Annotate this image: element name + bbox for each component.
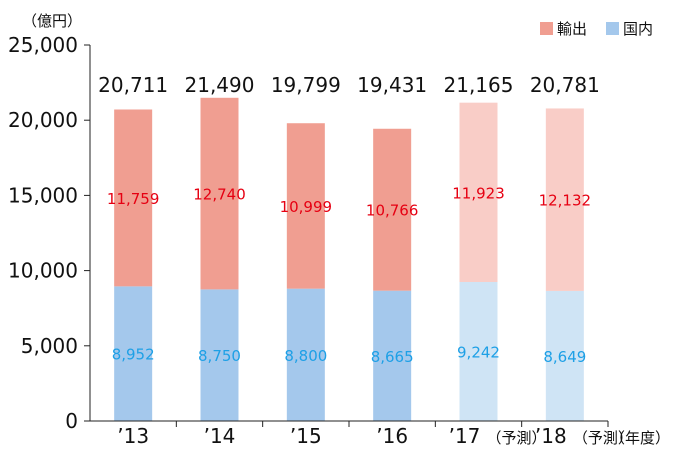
y-axis-unit: （億円） bbox=[22, 12, 82, 30]
y-tick-label: 25,000 bbox=[8, 33, 78, 57]
data-label-domestic: 9,242 bbox=[457, 344, 500, 362]
x-tick-label: ’16 bbox=[376, 424, 408, 448]
bar-export bbox=[373, 128, 412, 291]
legend-swatch-domestic bbox=[606, 22, 619, 35]
data-label-total: 20,711 bbox=[98, 73, 168, 97]
data-label-total: 21,490 bbox=[185, 73, 255, 97]
bar-domestic bbox=[373, 290, 412, 421]
legend-label-export: 輸出 bbox=[557, 20, 587, 38]
data-label-total: 21,165 bbox=[444, 73, 514, 97]
bar-labels: 8,952 11,759 20,711 8,750 12,740 21,490 8,800 1… bbox=[98, 73, 600, 366]
data-label-domestic: 8,800 bbox=[284, 347, 327, 365]
data-label-export: 10,999 bbox=[280, 198, 333, 216]
data-label-domestic: 8,665 bbox=[371, 348, 414, 366]
bar-domestic bbox=[114, 286, 153, 421]
x-tick-label: ’15 bbox=[290, 424, 322, 448]
x-axis-ticks: ’13’14’15’16’17 （予測）’18 （予測） bbox=[117, 421, 633, 448]
bar-export bbox=[200, 97, 239, 290]
x-tick-label: ’17 bbox=[449, 424, 481, 448]
y-tick-label: 10,000 bbox=[8, 259, 78, 283]
data-label-export: 10,766 bbox=[366, 202, 419, 220]
bar-export bbox=[114, 109, 153, 287]
y-axis-ticks: 0 5,000 10,000 15,000 20,000 25,000 bbox=[8, 33, 90, 433]
data-label-total: 20,781 bbox=[530, 73, 600, 97]
x-tick-label: ’13 bbox=[117, 424, 149, 448]
bar-export bbox=[286, 123, 325, 289]
data-label-total: 19,799 bbox=[271, 73, 341, 97]
data-label-domestic: 8,952 bbox=[112, 346, 155, 364]
x-tick-label: ’14 bbox=[204, 424, 236, 448]
data-label-export: 11,923 bbox=[452, 184, 505, 202]
bar-domestic bbox=[200, 289, 239, 421]
data-label-export: 12,132 bbox=[539, 192, 592, 210]
x-tick-label: ’18 bbox=[535, 424, 567, 448]
legend: 輸出 国内 bbox=[540, 20, 653, 38]
bar-export bbox=[459, 102, 498, 283]
x-tick-forecast-suffix: （予測） bbox=[487, 429, 547, 447]
bars bbox=[114, 97, 584, 421]
data-label-export: 12,740 bbox=[193, 186, 246, 204]
legend-swatch-export bbox=[540, 22, 553, 35]
x-axis-unit: （年度） bbox=[610, 429, 670, 447]
data-label-domestic: 8,750 bbox=[198, 347, 241, 365]
x-tick-forecast-suffix: （予測） bbox=[573, 429, 633, 447]
bar-domestic bbox=[545, 290, 584, 421]
y-tick-label: 0 bbox=[65, 409, 78, 433]
data-label-total: 19,431 bbox=[357, 73, 427, 97]
bar-domestic bbox=[459, 282, 498, 421]
y-tick-label: 20,000 bbox=[8, 108, 78, 132]
bar-domestic bbox=[286, 288, 325, 421]
data-label-domestic: 8,649 bbox=[543, 348, 586, 366]
y-tick-label: 5,000 bbox=[21, 334, 78, 358]
bar-export bbox=[545, 108, 584, 291]
data-label-export: 11,759 bbox=[107, 190, 160, 208]
legend-label-domestic: 国内 bbox=[623, 20, 653, 38]
y-tick-label: 15,000 bbox=[8, 183, 78, 207]
